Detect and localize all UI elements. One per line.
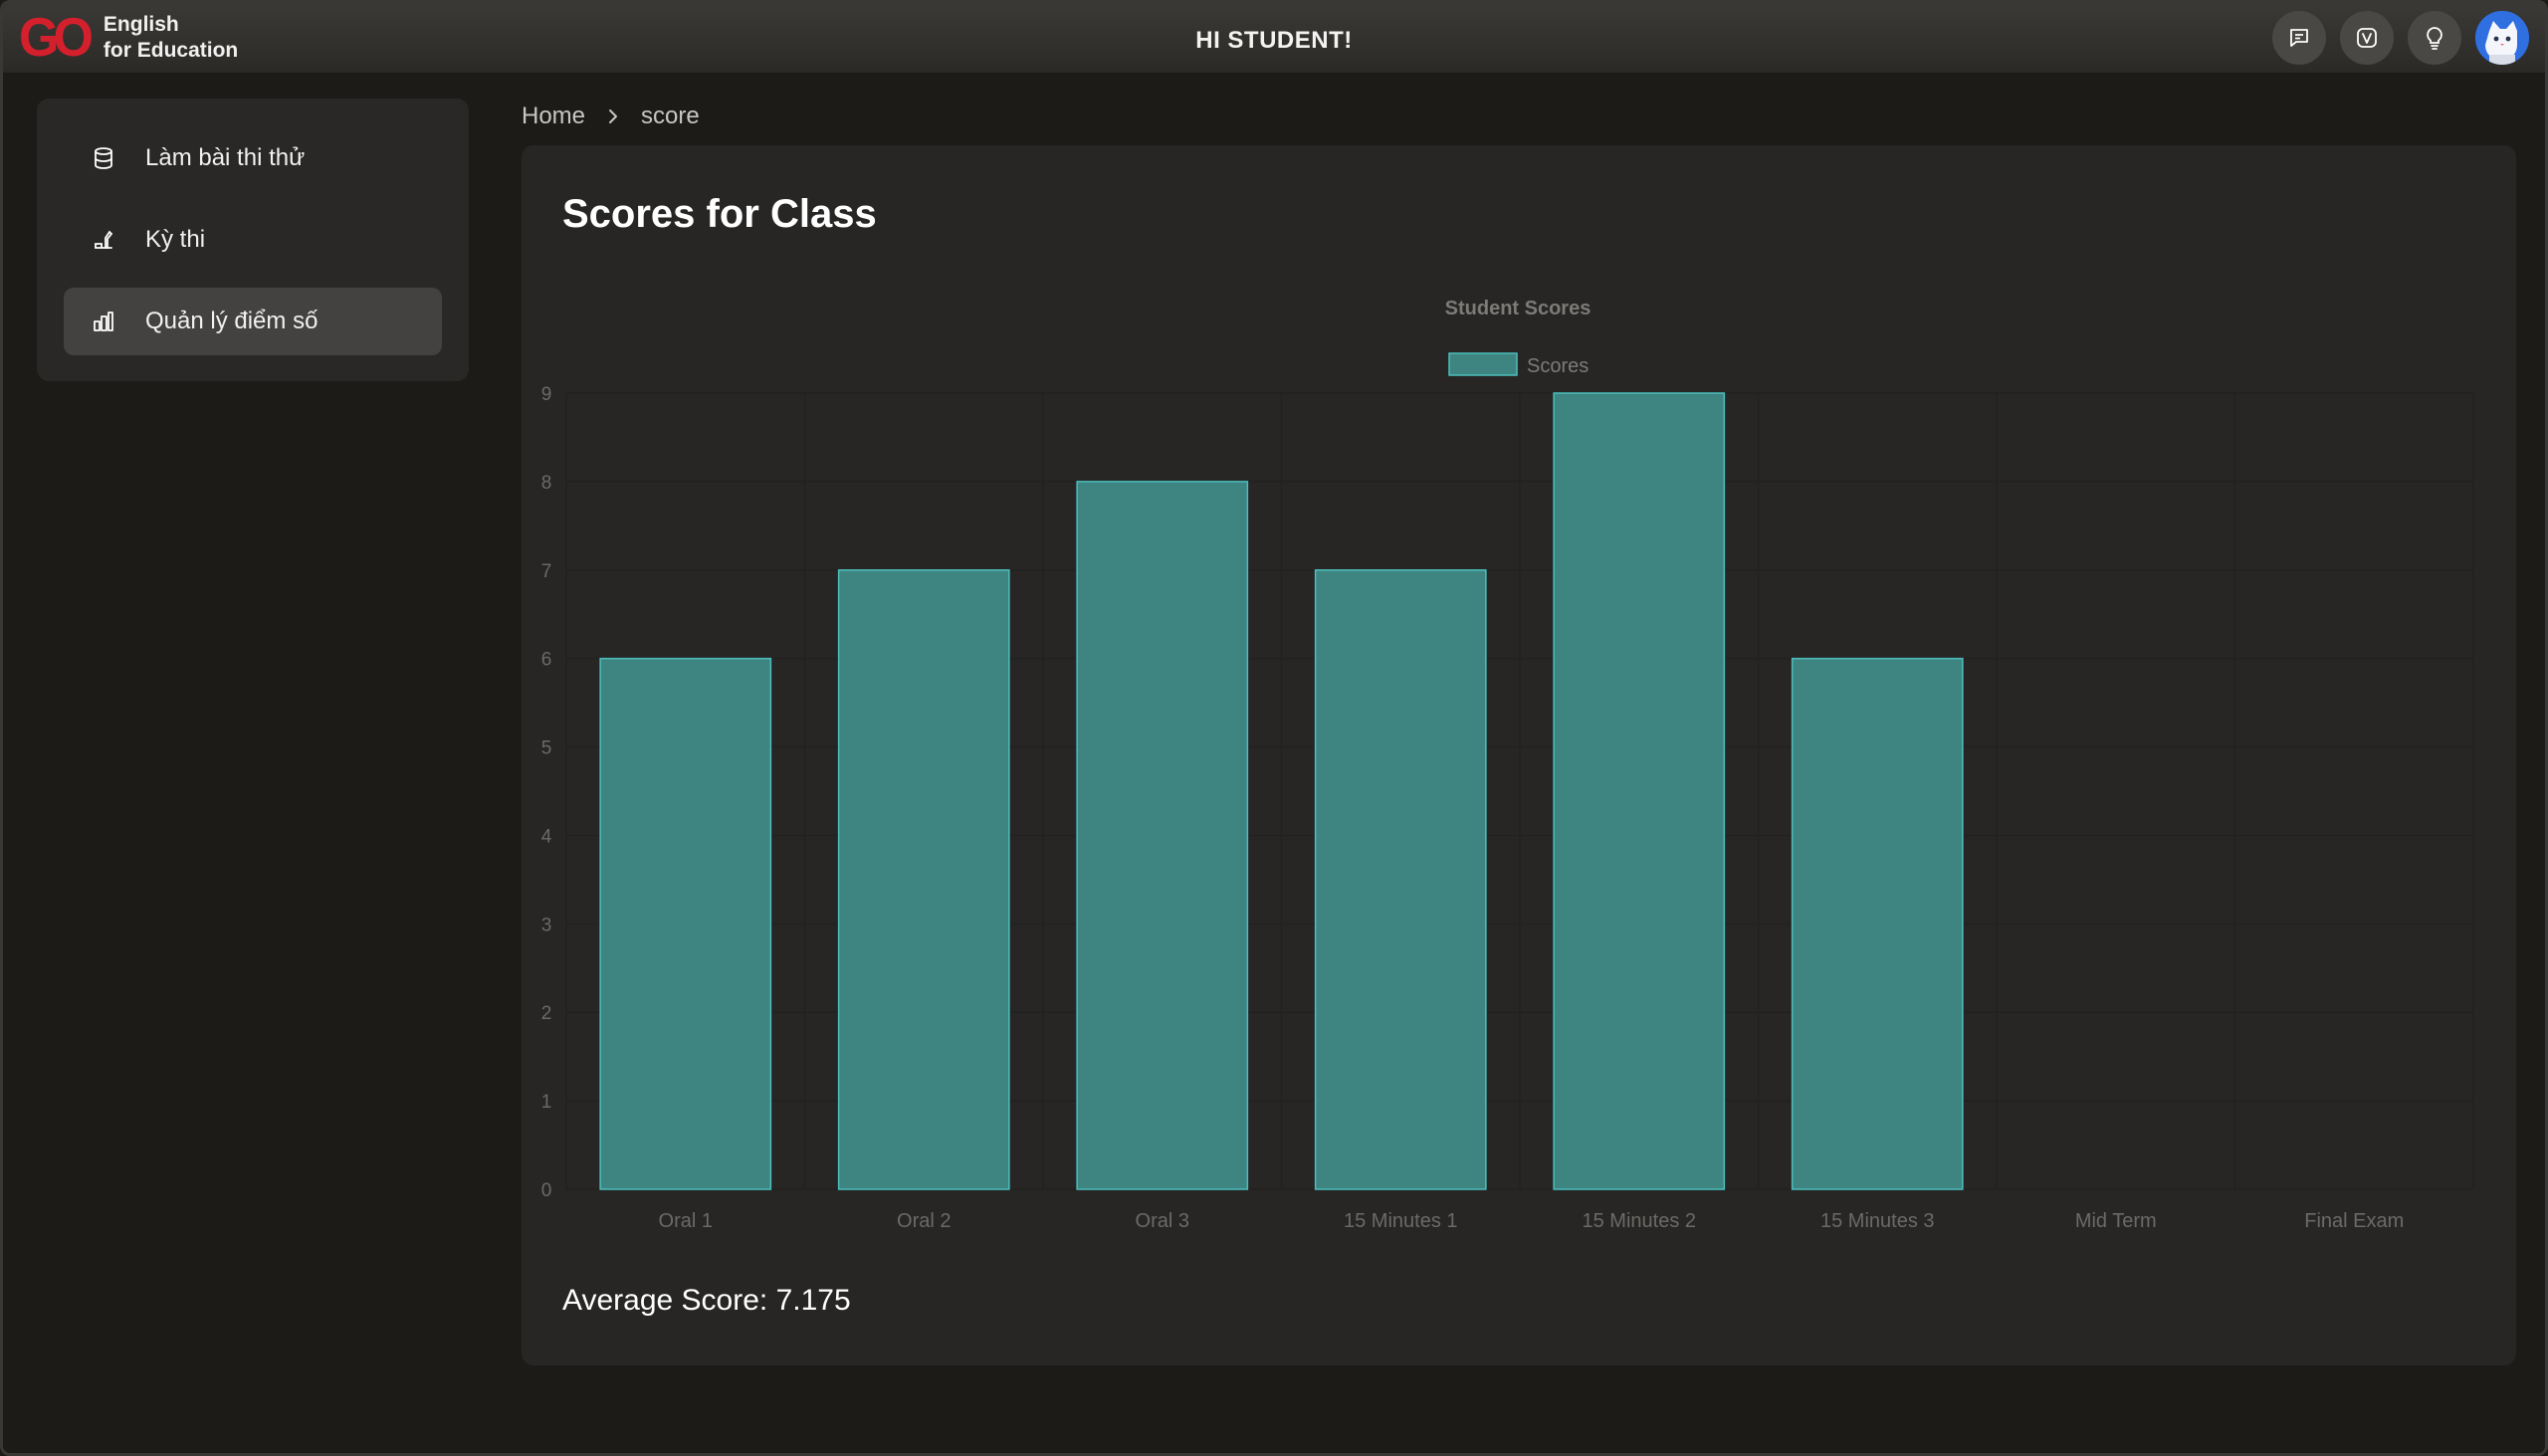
avatar[interactable] [2475, 11, 2529, 65]
chat-button[interactable] [2272, 11, 2326, 65]
x-tick-label: Oral 1 [659, 1210, 713, 1232]
average-score-label: Average Score: [562, 1284, 768, 1317]
logo-line-2: for Education [103, 39, 239, 62]
logo-line-1: English [103, 13, 179, 36]
y-tick-label: 9 [541, 384, 552, 405]
y-tick-label: 1 [541, 1092, 552, 1113]
database-icon [90, 144, 117, 172]
x-tick-label: Oral 3 [1136, 1210, 1189, 1232]
sidebar-item-mock-exam[interactable]: Làm bài thi thử [64, 124, 442, 192]
x-tick-label: 15 Minutes 1 [1344, 1210, 1458, 1232]
breadcrumb-current: score [641, 103, 700, 129]
y-tick-label: 6 [541, 650, 552, 671]
sidebar-item-label: Kỳ thi [145, 226, 206, 253]
bar-oral-1[interactable] [599, 657, 772, 1190]
y-tick-label: 8 [541, 473, 552, 494]
v-button[interactable] [2340, 11, 2394, 65]
x-tick-label: Mid Term [2075, 1210, 2157, 1232]
bar-chart-icon [90, 308, 117, 335]
logo-text: English for Education [104, 12, 238, 64]
average-score: Average Score: 7.175 [562, 1284, 851, 1318]
y-tick-label: 5 [541, 738, 552, 759]
y-tick-label: 2 [541, 1003, 552, 1024]
bar-oral-2[interactable] [837, 569, 1010, 1190]
x-tick-label: Final Exam [2304, 1210, 2404, 1232]
top-header: GO English for Education HI STUDENT! [3, 3, 2545, 73]
chevron-right-icon [607, 108, 619, 124]
lightbulb-icon [2427, 27, 2442, 50]
sidebar-item-score-management[interactable]: Quản lý điểm số [64, 288, 442, 355]
legend-swatch[interactable] [1448, 352, 1518, 376]
chart-title: Student Scores [1445, 298, 1592, 319]
y-tick-label: 4 [541, 826, 552, 847]
greeting: HI STUDENT! [1195, 27, 1353, 54]
logo-mark: GO [19, 7, 94, 69]
legend-label[interactable]: Scores [1527, 355, 1589, 377]
x-tick-label: Oral 2 [897, 1210, 951, 1232]
bar-15-minutes-2[interactable] [1553, 392, 1726, 1190]
page-title: Scores for Class [562, 192, 877, 236]
bar-oral-3[interactable] [1076, 481, 1249, 1190]
score-chart: 0 1 2 3 4 5 6 7 8 9 Oral 1 Oral 2 Oral 3 15 Minutes 1… [541, 298, 2474, 1232]
sidebar-item-exams[interactable]: Kỳ thi [64, 206, 442, 274]
sidebar-item-label: Làm bài thi thử [145, 144, 306, 171]
average-score-value: 7.175 [775, 1284, 851, 1317]
y-tick-label: 0 [541, 1180, 552, 1201]
chat-bubble-icon [2290, 29, 2308, 47]
bar-15-minutes-3[interactable] [1791, 657, 1964, 1190]
cat-avatar-icon [2475, 11, 2529, 65]
sidebar: Làm bài thi thử Kỳ thi Quản lý điểm số [37, 99, 469, 381]
sidebar-item-label: Quản lý điểm số [145, 308, 318, 334]
logo[interactable]: GO English for Education [19, 7, 238, 69]
x-tick-label: 15 Minutes 2 [1582, 1210, 1696, 1232]
theme-toggle-button[interactable] [2408, 11, 2461, 65]
scores-card: Scores for Class 0 1 2 3 4 5 6 7 8 9 Oral 1 Oral 2 O… [522, 145, 2516, 1365]
exam-icon [90, 226, 117, 254]
breadcrumb-home[interactable]: Home [522, 103, 586, 129]
header-actions [2272, 11, 2529, 65]
breadcrumb: Home score [522, 101, 700, 132]
y-tick-label: 7 [541, 561, 552, 582]
v-badge-icon [2357, 28, 2377, 48]
x-tick-label: 15 Minutes 3 [1820, 1210, 1935, 1232]
y-tick-label: 3 [541, 915, 552, 936]
bar-15-minutes-1[interactable] [1314, 569, 1487, 1190]
